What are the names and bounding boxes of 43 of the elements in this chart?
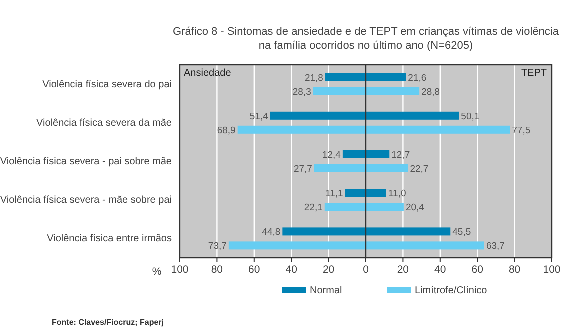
data-label: 63,7 (486, 241, 505, 252)
data-label: 73,7 (208, 241, 227, 252)
data-label: 27,7 (294, 164, 312, 175)
annotation: TEPT (521, 68, 547, 79)
y-tick-label: Violência física severa da mãe (36, 118, 172, 129)
legend-label: Normal (310, 286, 342, 296)
data-label: 45,5 (452, 227, 472, 238)
data-label: 77,5 (512, 125, 531, 136)
x-tick-label: 100 (171, 264, 189, 276)
data-label: 21,8 (304, 72, 324, 84)
source-note: Fonte: Claves/Fiocruz; Faperj (52, 318, 164, 327)
y-tick-label: Violência física severa - pai sobre mãe (0, 156, 172, 168)
data-label: 22,1 (304, 202, 323, 214)
x-axis-title: % (152, 266, 162, 278)
legend-label: Limítrofe/Clínico (415, 286, 488, 296)
data-label: 21,6 (408, 72, 427, 84)
data-label: 68,9 (217, 125, 236, 136)
data-label: 12,4 (322, 150, 341, 161)
x-tick-label: 20 (322, 264, 335, 276)
data-label: 11,1 (326, 188, 344, 200)
x-tick-label: 60 (472, 264, 484, 276)
data-label: 12,7 (392, 150, 410, 161)
chart-title: Gráfico 8 - Sintomas de ansiedade e de TEPT em crianças vítimas de violência na família ocorridos no último ano (N=6205) (172, 26, 560, 52)
x-tick-label: 80 (211, 264, 224, 276)
data-label: 28,3 (292, 86, 312, 98)
x-tick-label: 40 (434, 264, 446, 276)
x-tick-label: 80 (508, 264, 521, 276)
annotation: Ansiedade (184, 68, 232, 79)
x-tick-label: 60 (248, 264, 260, 276)
x-tick-label: 20 (397, 264, 410, 276)
data-label: 50,1 (461, 111, 480, 122)
y-tick-label: Violência física severa do pai (42, 79, 172, 90)
data-label: 51,4 (250, 111, 268, 122)
data-label: 28,8 (422, 86, 440, 98)
data-label: 44,8 (262, 227, 281, 238)
data-label: 11,0 (388, 188, 406, 200)
y-tick-label: Violência física entre irmãos (47, 234, 172, 245)
data-label: 20,4 (406, 202, 424, 214)
x-tick-label: 100 (543, 264, 561, 276)
x-tick-label: 0 (363, 264, 370, 276)
x-tick-label: 40 (286, 264, 298, 276)
y-tick-label: Violência física severa - mãe sobre pai (0, 195, 172, 206)
data-label: 22,7 (410, 164, 429, 175)
